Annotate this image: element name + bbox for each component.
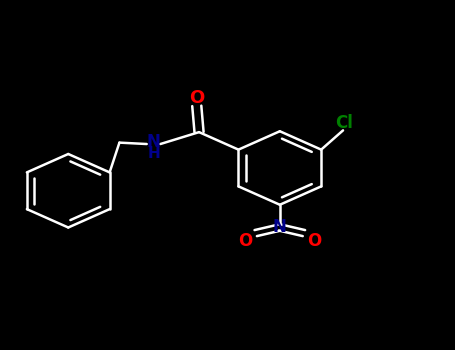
Text: Cl: Cl — [335, 114, 353, 132]
Text: O: O — [307, 232, 321, 250]
Text: O: O — [189, 89, 204, 107]
Text: H: H — [147, 146, 160, 161]
Text: N: N — [273, 218, 287, 237]
Text: O: O — [238, 232, 253, 250]
Text: N: N — [147, 133, 161, 151]
